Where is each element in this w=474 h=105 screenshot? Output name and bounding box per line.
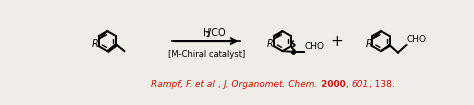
Text: , 138.: , 138. — [369, 80, 394, 89]
Text: et al: et al — [195, 80, 215, 89]
Text: ,: , — [346, 80, 352, 89]
Text: Rampf, F.: Rampf, F. — [151, 80, 195, 89]
Text: 2000: 2000 — [318, 80, 346, 89]
Text: CHO: CHO — [406, 35, 427, 44]
Text: J. Organomet. Chem.: J. Organomet. Chem. — [224, 80, 318, 89]
Text: R: R — [92, 39, 99, 49]
Text: 601: 601 — [352, 80, 369, 89]
Text: R: R — [267, 39, 274, 49]
Text: 2: 2 — [206, 32, 210, 38]
Text: /CO: /CO — [208, 28, 226, 38]
Text: H: H — [202, 28, 210, 38]
Text: +: + — [330, 34, 343, 49]
Text: R: R — [365, 39, 373, 49]
Text: ,: , — [215, 80, 224, 89]
Text: CHO: CHO — [304, 42, 324, 51]
Text: [M-Chiral catalyst]: [M-Chiral catalyst] — [168, 50, 245, 59]
